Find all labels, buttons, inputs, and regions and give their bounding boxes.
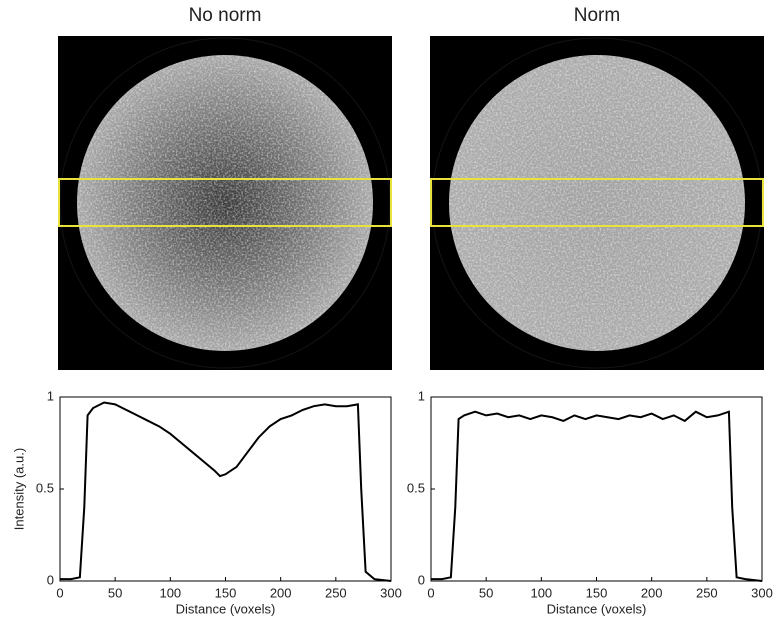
x-tick-label: 200 [270,585,292,600]
x-tick-label: 0 [56,585,63,600]
y-tick-label: 1 [47,388,54,403]
x-axis-label: Distance (voxels) [176,601,276,616]
x-tick-label: 50 [479,585,493,600]
image-left [58,36,392,370]
profile-line [431,410,763,582]
x-tick-label: 300 [380,585,402,600]
x-tick-label: 200 [641,585,663,600]
plot-frame [430,396,763,582]
x-tick-label: 150 [586,585,608,600]
x-tick-label: 100 [159,585,181,600]
panel-title: No norm [189,5,262,26]
y-tick-label: 1 [418,388,425,403]
x-tick-label: 250 [325,585,347,600]
y-tick-label: 0 [47,572,54,587]
y-tick-label: 0 [418,572,425,587]
y-axis-label: Intensity (a.u.) [11,448,26,530]
x-axis-label: Distance (voxels) [547,601,647,616]
profile-line [60,401,392,582]
x-tick-label: 300 [751,585,773,600]
panel-title: Norm [574,5,620,26]
x-tick-label: 100 [530,585,552,600]
x-tick-label: 250 [696,585,718,600]
y-tick-label: 0.5 [407,480,425,495]
plot-frame [59,396,392,582]
x-tick-label: 150 [215,585,237,600]
y-tick-label: 0.5 [36,480,54,495]
x-tick-label: 0 [427,585,434,600]
x-tick-label: 50 [108,585,122,600]
image-right [430,36,764,370]
